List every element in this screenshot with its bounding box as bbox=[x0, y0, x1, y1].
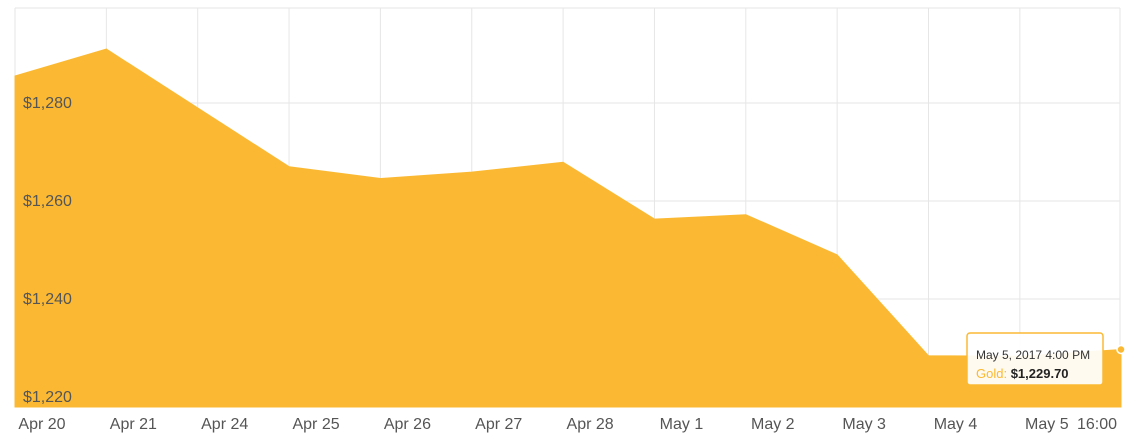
x-tick-label: May 1 bbox=[660, 416, 704, 433]
data-point-highlighted[interactable] bbox=[1116, 344, 1126, 355]
x-tick-label: May 5 bbox=[1025, 416, 1069, 433]
tooltip-value-line: Gold: $1,229.70 bbox=[976, 366, 1069, 381]
tooltip-box bbox=[966, 332, 1104, 386]
y-axis: $1,220 $1,240 $1,260 $1,280 bbox=[23, 95, 72, 406]
x-axis: Apr 20 Apr 21 Apr 24 Apr 25 Apr 26 Apr 27 Apr … bbox=[18, 416, 1117, 433]
x-tick-label: Apr 26 bbox=[384, 416, 431, 433]
tooltip-colon: : bbox=[1003, 366, 1010, 381]
x-tick-label: Apr 28 bbox=[567, 416, 614, 433]
x-tick-label: Apr 27 bbox=[475, 416, 522, 433]
y-tick-label: $1,260 bbox=[23, 193, 72, 210]
x-tick-label: Apr 21 bbox=[110, 416, 157, 433]
tooltip: May 5, 2017 4:00 PM Gold: $1,229.70 bbox=[966, 332, 1104, 386]
x-tick-label: May 4 bbox=[934, 416, 978, 433]
y-tick-label: $1,280 bbox=[23, 95, 72, 112]
tooltip-value: $1,229.70 bbox=[1011, 366, 1069, 381]
x-tick-label: Apr 24 bbox=[201, 416, 248, 433]
x-tick-label: Apr 25 bbox=[292, 416, 339, 433]
x-tick-label: Apr 20 bbox=[18, 416, 65, 433]
tooltip-date: May 5, 2017 4:00 PM bbox=[976, 348, 1090, 362]
x-tick-label: May 3 bbox=[842, 416, 886, 433]
tooltip-series-label: Gold bbox=[976, 366, 1003, 381]
y-tick-label: $1,240 bbox=[23, 291, 72, 308]
x-tick-label: May 2 bbox=[751, 416, 795, 433]
y-tick-label: $1,220 bbox=[23, 389, 72, 406]
x-tick-label: 16:00 bbox=[1077, 416, 1117, 433]
